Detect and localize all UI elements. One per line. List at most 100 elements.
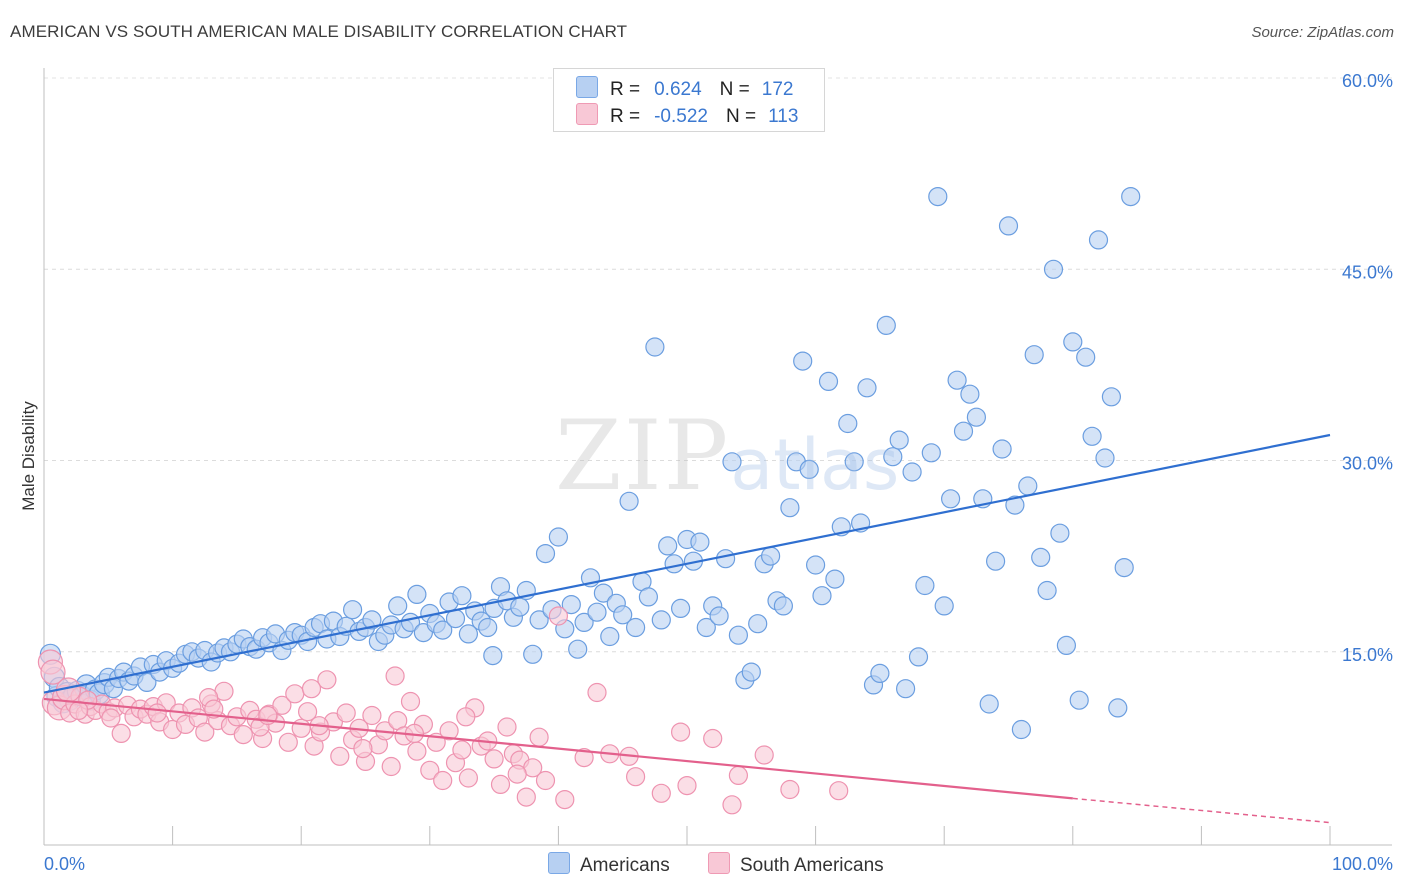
american-point xyxy=(407,584,427,605)
south-american-point xyxy=(439,721,459,741)
stats-legend: R = 0.624 N = 172 R = -0.522 N = 113 xyxy=(553,68,825,132)
american-point xyxy=(362,610,382,630)
south-american-point xyxy=(516,787,536,807)
american-point xyxy=(478,617,498,638)
south-american-point xyxy=(204,699,224,719)
american-point xyxy=(137,672,157,693)
american-point xyxy=(940,489,961,509)
south-american-point xyxy=(420,760,440,780)
american-point xyxy=(870,663,890,684)
american-point xyxy=(728,625,749,645)
american-point xyxy=(1024,345,1044,365)
south-american-point xyxy=(362,705,382,726)
american-point xyxy=(818,371,839,391)
american-point xyxy=(1082,426,1102,446)
legend-row-south-americans: R = -0.522 N = 113 xyxy=(576,103,798,127)
south-american-point xyxy=(587,682,607,703)
south-american-point xyxy=(69,700,89,721)
south-american-point xyxy=(195,722,215,742)
axes xyxy=(43,68,1392,846)
american-point xyxy=(1095,448,1115,468)
south-american-point xyxy=(285,684,305,704)
american-point xyxy=(625,617,646,638)
south-americans-n-value: 113 xyxy=(768,106,799,127)
south-americans-legend-label: South Americans xyxy=(740,855,884,876)
trend-lines xyxy=(43,433,1331,824)
american-point xyxy=(619,491,639,511)
south-americans-r-label: R = xyxy=(610,106,641,127)
american-point xyxy=(645,337,665,357)
american-point xyxy=(1114,557,1134,578)
american-point xyxy=(876,315,896,335)
legend-item-south-americans[interactable]: South Americans xyxy=(708,852,884,877)
south-american-point xyxy=(703,728,723,749)
american-point xyxy=(780,498,800,518)
american-point xyxy=(1056,635,1077,656)
south-american-point xyxy=(298,702,318,722)
american-point xyxy=(510,597,530,617)
americans-n-value: 172 xyxy=(761,79,794,100)
american-point xyxy=(812,586,832,606)
american-point xyxy=(773,596,794,616)
south-american-point xyxy=(484,749,504,769)
south-american-point xyxy=(111,723,131,744)
american-point xyxy=(593,583,614,603)
south-american-point xyxy=(233,724,253,745)
legend-row-americans: R = 0.624 N = 172 xyxy=(576,76,793,100)
american-point xyxy=(690,532,710,552)
x-tick-label-min: 0.0% xyxy=(44,854,85,874)
south-american-point xyxy=(400,691,421,712)
south-american-point xyxy=(548,606,569,626)
south-american-point xyxy=(722,795,742,815)
americans-swatch xyxy=(576,76,598,98)
american-point xyxy=(857,378,877,398)
american-point xyxy=(568,639,588,659)
legend-item-americans[interactable]: Americans xyxy=(548,852,670,877)
american-point xyxy=(953,421,974,441)
south-american-point xyxy=(291,718,311,738)
watermark: ZIPatlas xyxy=(555,400,899,512)
south-american-point xyxy=(407,741,427,761)
american-point xyxy=(1063,332,1083,352)
american-point xyxy=(1031,547,1051,568)
south-americans-r-value: -0.522 xyxy=(654,106,708,127)
south-americans-swatch xyxy=(576,103,598,125)
american-point xyxy=(535,543,556,564)
american-point xyxy=(722,452,742,472)
american-point xyxy=(638,587,659,607)
south-american-point xyxy=(651,783,671,803)
south-americans-trend-extension xyxy=(1072,797,1331,824)
american-point xyxy=(670,598,691,619)
south-american-point xyxy=(458,768,478,788)
south-american-point xyxy=(535,770,556,791)
south-american-point xyxy=(336,703,356,723)
american-point xyxy=(561,594,581,615)
series-legend: Americans South Americans xyxy=(0,852,1406,878)
american-point xyxy=(1005,495,1025,515)
south-american-point xyxy=(497,717,517,737)
american-point xyxy=(696,617,716,638)
south-american-point xyxy=(317,670,337,690)
american-point xyxy=(966,407,987,427)
americans-r-value: 0.624 xyxy=(654,79,702,100)
south-american-point xyxy=(490,774,511,795)
south-american-point xyxy=(353,738,373,759)
south-american-point xyxy=(433,770,453,791)
americans-trend-line xyxy=(43,433,1331,694)
watermark-zip: ZIP xyxy=(555,400,731,512)
american-point xyxy=(998,216,1019,236)
south-american-point xyxy=(385,666,405,686)
south-american-point xyxy=(101,708,121,728)
american-point xyxy=(960,384,980,404)
south-american-point xyxy=(728,765,749,786)
american-point xyxy=(934,596,954,616)
american-point xyxy=(709,606,729,626)
y-axis-title: Male Disability xyxy=(19,401,38,511)
american-point xyxy=(741,662,761,682)
american-point xyxy=(523,644,543,664)
american-point xyxy=(587,602,607,622)
south-american-point xyxy=(40,659,66,685)
south-american-point xyxy=(381,756,401,777)
american-point xyxy=(1043,259,1064,279)
